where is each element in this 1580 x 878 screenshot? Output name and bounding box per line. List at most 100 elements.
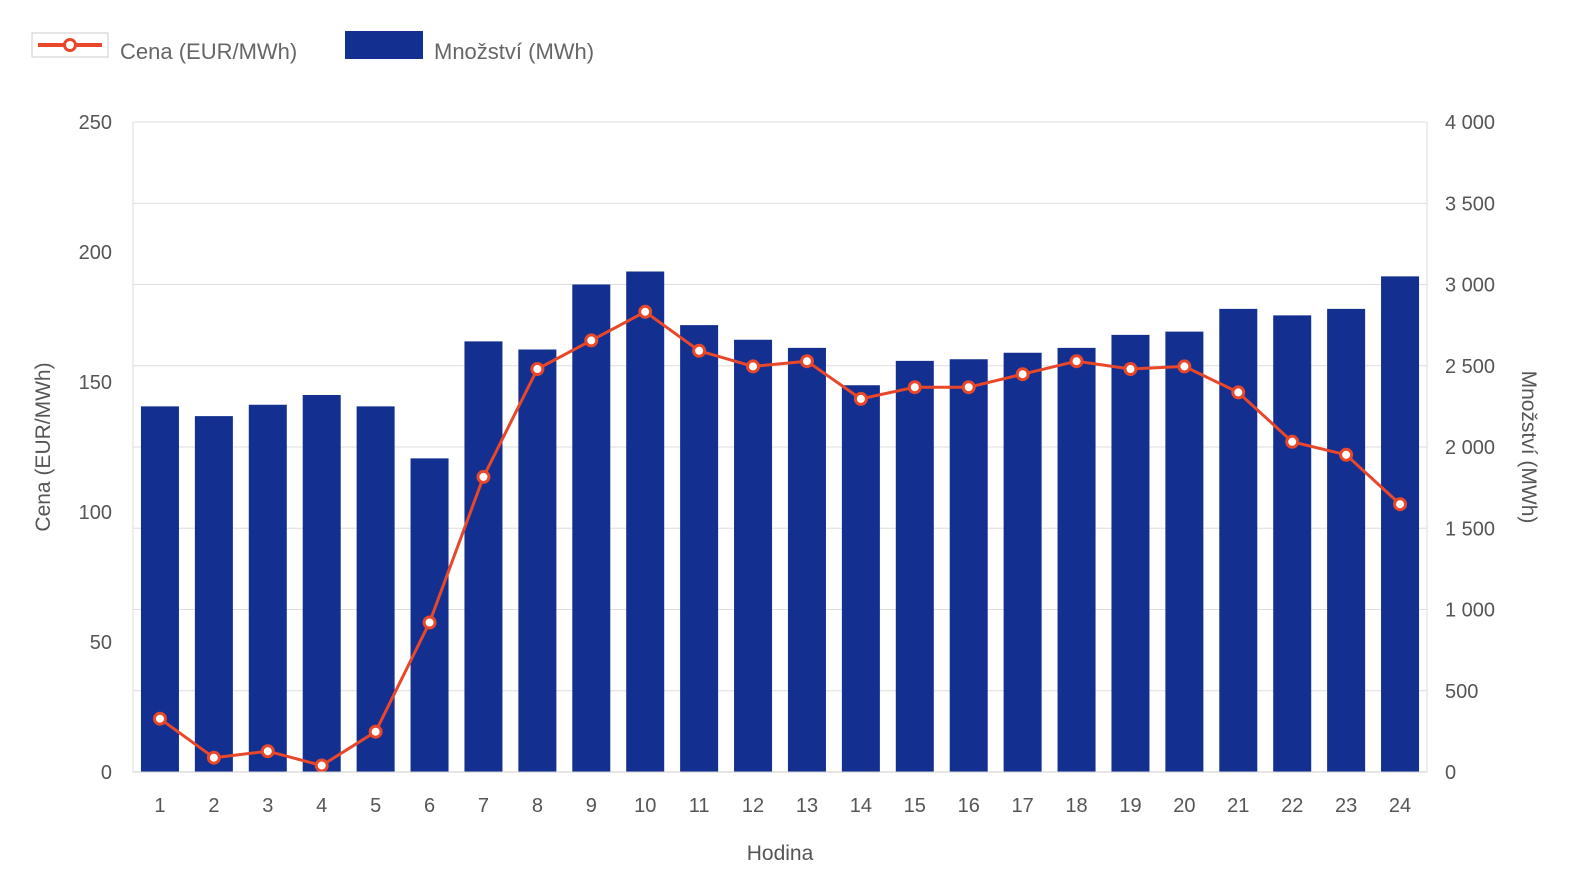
price-line <box>159 310 1402 767</box>
y-axis-right-title: Množství (MWh) <box>1517 371 1540 524</box>
bar-13[interactable] <box>787 347 826 772</box>
y-axis-right-ticks: 0 500 1 000 1 500 2 000 2 500 3 000 3 500 4 000 <box>1445 112 1495 784</box>
y-right-tick-label: 3 500 <box>1445 193 1495 215</box>
legend: Cena (EUR/MWh) Množství (MWh) <box>31 31 594 64</box>
price-point-17[interactable] <box>1015 367 1030 382</box>
y-right-tick-label: 2 000 <box>1445 437 1495 459</box>
x-tick-label: 8 <box>532 795 543 817</box>
x-tick-label: 17 <box>1012 795 1034 817</box>
bar-4[interactable] <box>302 395 341 772</box>
bar-11[interactable] <box>680 325 719 772</box>
price-point-7[interactable] <box>476 469 491 484</box>
price-point-18[interactable] <box>1069 354 1084 369</box>
y-left-tick-label: 250 <box>79 112 112 134</box>
bar-15[interactable] <box>895 360 934 772</box>
y-right-tick-label: 500 <box>1445 681 1478 703</box>
bar-series-quantity <box>140 271 1420 773</box>
price-point-20[interactable] <box>1177 359 1192 374</box>
price-point-22[interactable] <box>1285 434 1300 449</box>
y-axis-left-title: Cena (EUR/MWh) <box>32 362 55 531</box>
price-point-13[interactable] <box>799 354 814 369</box>
price-point-6[interactable] <box>422 615 437 630</box>
x-axis-title: Hodina <box>747 842 814 865</box>
x-tick-label: 18 <box>1065 795 1087 817</box>
price-point-11[interactable] <box>692 343 707 358</box>
y-left-tick-label: 100 <box>79 502 112 524</box>
bar-18[interactable] <box>1057 347 1096 772</box>
price-point-19[interactable] <box>1123 362 1138 376</box>
bar-17[interactable] <box>1003 352 1042 772</box>
x-tick-label: 21 <box>1227 795 1249 817</box>
bar-19[interactable] <box>1111 334 1150 772</box>
bar-16[interactable] <box>949 359 988 772</box>
price-point-1[interactable] <box>152 711 167 726</box>
legend-item-price[interactable]: Cena (EUR/MWh) <box>31 32 297 64</box>
price-point-16[interactable] <box>961 380 976 395</box>
price-point-24[interactable] <box>1393 497 1408 512</box>
legend-swatch-quantity <box>345 31 423 59</box>
legend-label-price: Cena (EUR/MWh) <box>120 39 297 64</box>
x-tick-label: 2 <box>208 795 219 817</box>
x-tick-label: 5 <box>370 795 381 817</box>
price-point-3[interactable] <box>260 744 275 759</box>
bar-8[interactable] <box>518 349 557 773</box>
bar-14[interactable] <box>841 385 880 772</box>
bar-10[interactable] <box>626 271 665 773</box>
x-tick-label: 23 <box>1335 795 1357 817</box>
y-left-tick-label: 0 <box>101 762 112 784</box>
y-right-tick-label: 4 000 <box>1445 112 1495 134</box>
price-point-15[interactable] <box>907 380 922 395</box>
price-point-14[interactable] <box>853 391 868 406</box>
price-point-12[interactable] <box>746 359 761 374</box>
x-tick-label: 6 <box>424 795 435 817</box>
y-axis-left-ticks: 0 50 100 150 200 250 <box>79 112 112 784</box>
bar-5[interactable] <box>356 406 395 772</box>
x-tick-label: 7 <box>478 795 489 817</box>
bar-21[interactable] <box>1219 308 1258 772</box>
bar-23[interactable] <box>1327 308 1366 772</box>
price-point-21[interactable] <box>1231 385 1246 400</box>
price-point-9[interactable] <box>584 333 599 348</box>
price-point-10[interactable] <box>638 304 653 319</box>
legend-item-quantity[interactable]: Množství (MWh) <box>345 31 594 64</box>
x-tick-label: 3 <box>262 795 273 817</box>
price-point-8[interactable] <box>530 362 545 376</box>
legend-label-quantity: Množství (MWh) <box>434 39 594 64</box>
y-right-tick-label: 0 <box>1445 762 1456 784</box>
price-point-2[interactable] <box>206 750 221 765</box>
y-left-tick-label: 200 <box>79 242 112 264</box>
bar-7[interactable] <box>464 341 503 772</box>
x-tick-label: 12 <box>742 795 764 817</box>
bar-9[interactable] <box>572 284 611 773</box>
price-point-4[interactable] <box>314 758 329 773</box>
price-point-5[interactable] <box>368 724 383 739</box>
x-tick-label: 16 <box>958 795 980 817</box>
x-tick-label: 15 <box>904 795 926 817</box>
bar-24[interactable] <box>1381 276 1420 772</box>
bar-12[interactable] <box>734 339 773 772</box>
x-tick-label: 24 <box>1389 795 1411 817</box>
x-tick-label: 14 <box>850 795 872 817</box>
bar-6[interactable] <box>410 458 449 772</box>
x-tick-label: 11 <box>689 795 710 817</box>
x-tick-label: 20 <box>1173 795 1195 817</box>
y-right-tick-label: 1 000 <box>1445 600 1495 622</box>
y-right-tick-label: 2 500 <box>1445 356 1495 378</box>
bar-2[interactable] <box>194 416 233 772</box>
bar-20[interactable] <box>1165 331 1204 772</box>
y-left-tick-label: 150 <box>79 372 112 394</box>
x-tick-label: 22 <box>1281 795 1303 817</box>
x-tick-label: 19 <box>1119 795 1141 817</box>
x-tick-label: 1 <box>154 795 165 817</box>
x-tick-label: 10 <box>634 795 656 817</box>
price-point-23[interactable] <box>1339 447 1354 462</box>
bar-22[interactable] <box>1273 315 1312 772</box>
y-left-tick-label: 50 <box>90 632 112 654</box>
x-axis-ticks: 1 2 3 4 5 6 7 8 9 10 11 12 13 14 15 16 17 18 19 20 21 22 23 24 <box>154 795 1411 817</box>
bar-1[interactable] <box>140 406 179 772</box>
bar-3[interactable] <box>248 404 287 772</box>
y-right-tick-label: 3 000 <box>1445 275 1495 297</box>
x-tick-label: 13 <box>796 795 818 817</box>
x-tick-label: 9 <box>586 795 597 817</box>
